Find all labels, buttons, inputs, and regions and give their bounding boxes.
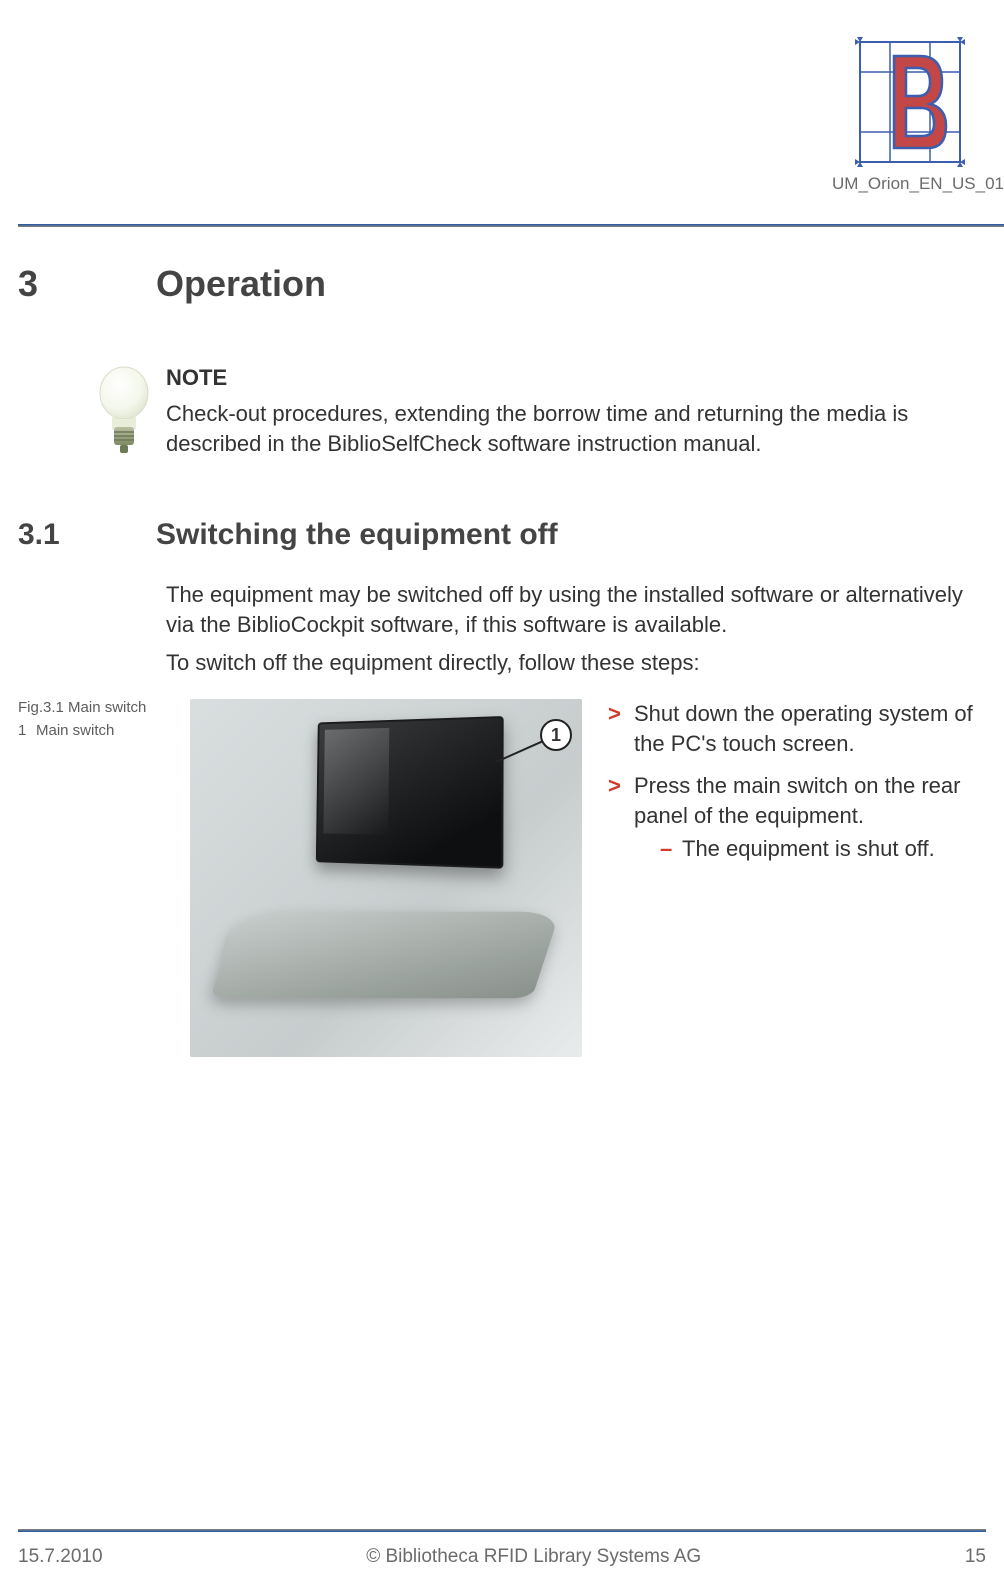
figure-labels: Fig.3.1 Main switch 1 Main switch — [18, 699, 190, 1057]
subsection-title: Switching the equipment off — [156, 518, 558, 552]
figure-image-column: 1 — [190, 699, 582, 1057]
substep-text: The equipment is shut off. — [682, 834, 935, 864]
figure-image — [190, 699, 582, 1057]
page: UM_Orion_EN_US_01 3 Operation — [0, 0, 1004, 1596]
body-text: The equipment may be switched off by usi… — [166, 580, 986, 677]
step-text: Shut down the operating system of the PC… — [634, 699, 988, 758]
document-id: UM_Orion_EN_US_01 — [832, 174, 1004, 194]
body-paragraph: The equipment may be switched off by usi… — [166, 580, 986, 639]
step-body: Press the main switch on the rear panel … — [634, 771, 988, 864]
figure-caption: Fig.3.1 Main switch — [18, 699, 182, 716]
section-number: 3 — [18, 263, 156, 305]
footer-date: 15.7.2010 — [18, 1546, 103, 1568]
section-title: Operation — [156, 263, 326, 305]
section-heading: 3 Operation — [18, 263, 1004, 305]
step-marker-icon: > — [608, 771, 634, 864]
step-text: Press the main switch on the rear panel … — [634, 771, 988, 830]
footer: 15.7.2010 © Bibliotheca RFID Library Sys… — [0, 1529, 1004, 1568]
note-label: NOTE — [166, 365, 986, 391]
substep-marker-icon: – — [660, 834, 682, 864]
step-marker-icon: > — [608, 699, 634, 758]
footer-row: 15.7.2010 © Bibliotheca RFID Library Sys… — [18, 1546, 986, 1568]
figure-legend-number: 1 — [18, 722, 36, 739]
company-logo — [850, 32, 970, 172]
subsection-heading: 3.1 Switching the equipment off — [18, 518, 1004, 552]
footer-copyright: © Bibliotheca RFID Library Systems AG — [366, 1546, 701, 1568]
footer-page-number: 15 — [965, 1546, 986, 1568]
header-rule — [18, 224, 1004, 227]
step-item: > Press the main switch on the rear pane… — [608, 771, 988, 864]
steps-column: > Shut down the operating system of the … — [582, 699, 1004, 1057]
footer-rule — [18, 1529, 986, 1532]
figure-legend-text: Main switch — [36, 722, 114, 739]
header: UM_Orion_EN_US_01 — [18, 24, 1004, 224]
subsection-number: 3.1 — [18, 518, 156, 552]
substep-item: – The equipment is shut off. — [660, 834, 988, 864]
body-paragraph: To switch off the equipment directly, fo… — [166, 648, 986, 678]
figure-callout-number: 1 — [551, 725, 561, 746]
note-body: NOTE Check-out procedures, extending the… — [166, 365, 1004, 458]
step-item: > Shut down the operating system of the … — [608, 699, 988, 758]
note-block: NOTE Check-out procedures, extending the… — [82, 365, 1004, 458]
figure-row: Fig.3.1 Main switch 1 Main switch 1 > Sh… — [18, 699, 1004, 1057]
figure-legend: 1 Main switch — [18, 722, 182, 739]
note-text: Check-out procedures, extending the borr… — [166, 399, 986, 458]
lightbulb-icon — [82, 365, 166, 458]
